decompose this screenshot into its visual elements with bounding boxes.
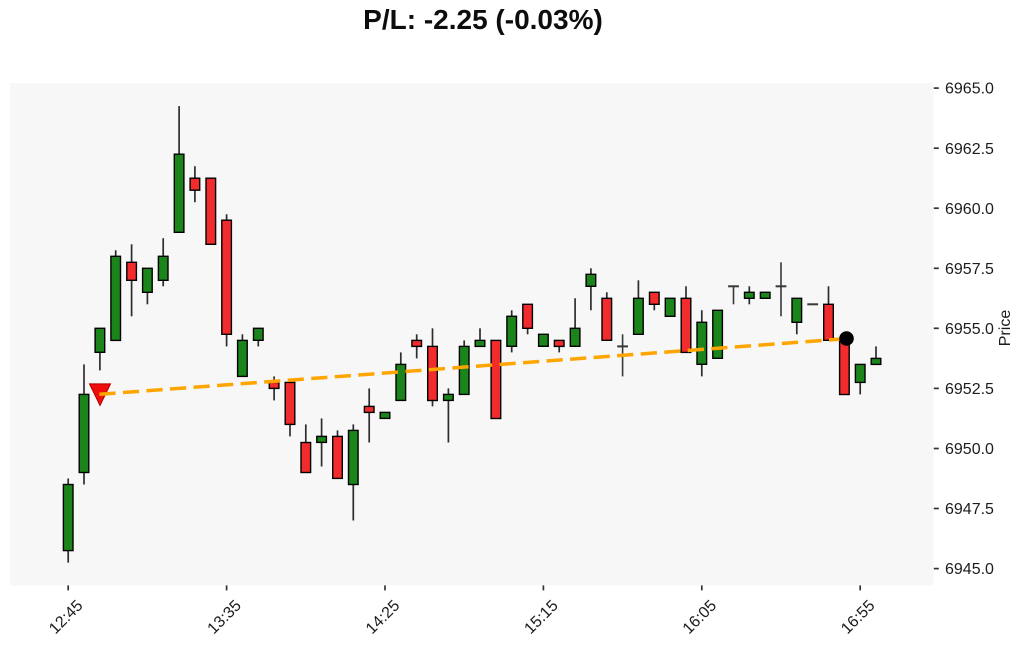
svg-text:6955.0: 6955.0 [945, 321, 994, 338]
svg-text:P/L: -2.25 (-0.03%): P/L: -2.25 (-0.03%) [363, 4, 603, 35]
svg-text:6945.0: 6945.0 [945, 561, 994, 578]
svg-text:6960.0: 6960.0 [945, 201, 994, 218]
svg-text:6957.5: 6957.5 [945, 261, 994, 278]
svg-text:6947.5: 6947.5 [945, 501, 994, 518]
svg-text:6965.0: 6965.0 [945, 81, 994, 98]
svg-text:6962.5: 6962.5 [945, 141, 994, 158]
svg-text:6952.5: 6952.5 [945, 381, 994, 398]
svg-text:Price: Price [997, 310, 1014, 347]
svg-text:6950.0: 6950.0 [945, 441, 994, 458]
